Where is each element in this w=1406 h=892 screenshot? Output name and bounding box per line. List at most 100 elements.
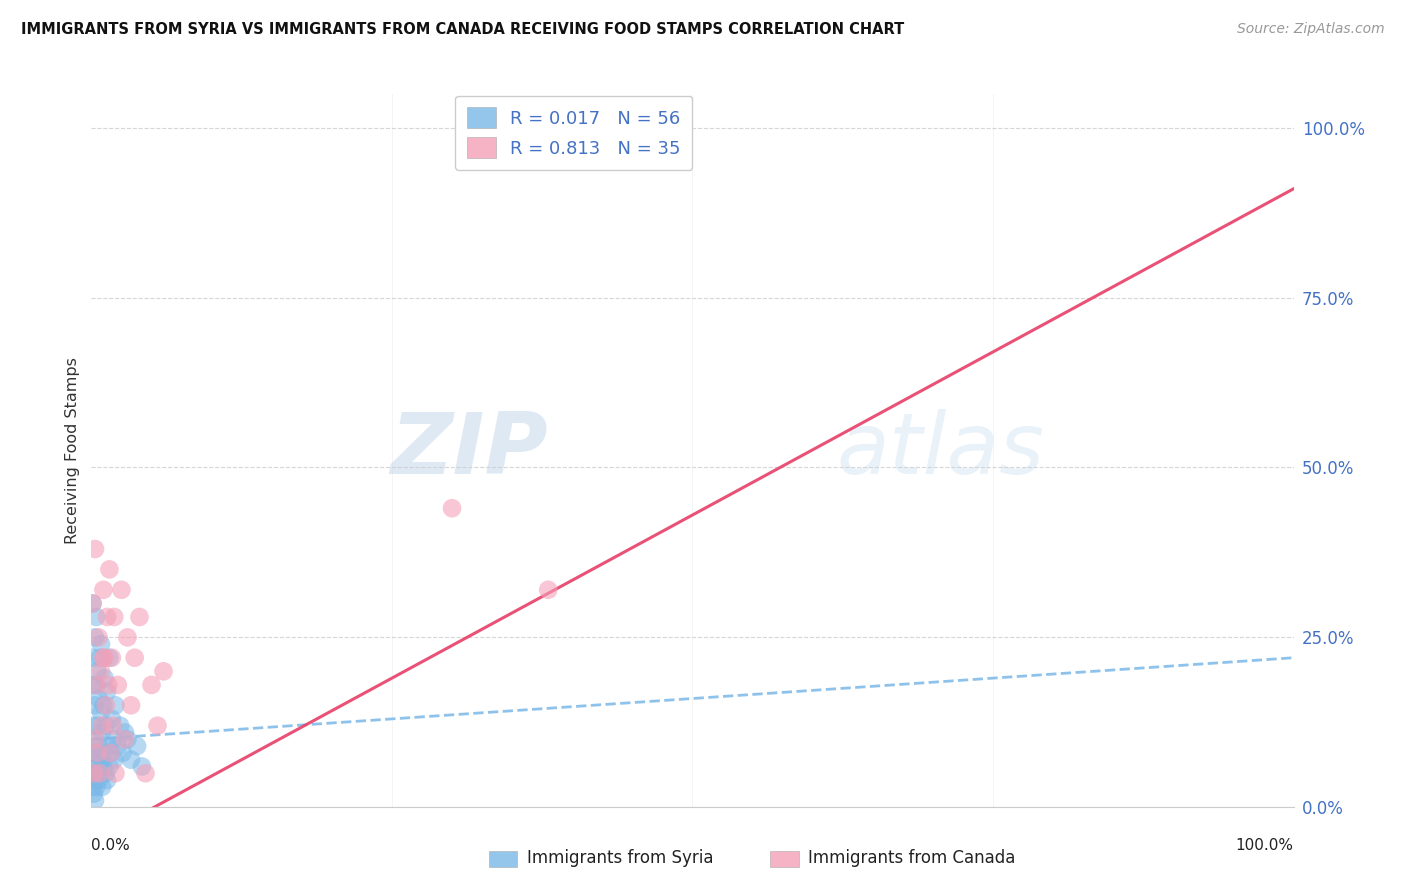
Point	[84, 793, 107, 807]
Point	[117, 732, 139, 747]
Point	[87, 691, 110, 706]
Point	[80, 746, 103, 760]
Point	[84, 678, 107, 692]
Point	[93, 746, 115, 760]
Point	[90, 665, 112, 679]
Point	[83, 753, 105, 767]
Text: 100.0%: 100.0%	[1236, 838, 1294, 853]
Point	[83, 787, 105, 801]
Point	[131, 759, 153, 773]
Text: IMMIGRANTS FROM SYRIA VS IMMIGRANTS FROM CANADA RECEIVING FOOD STAMPS CORRELATIO: IMMIGRANTS FROM SYRIA VS IMMIGRANTS FROM…	[21, 22, 904, 37]
Point	[84, 678, 107, 692]
Point	[90, 753, 112, 767]
Point	[82, 766, 104, 780]
Point	[103, 753, 125, 767]
Point	[141, 678, 163, 692]
Point	[93, 671, 115, 685]
Point	[90, 705, 112, 719]
Point	[89, 766, 111, 780]
Point	[100, 746, 122, 760]
Point	[110, 582, 132, 597]
Point	[97, 678, 120, 692]
Point	[89, 650, 111, 665]
Point	[104, 698, 127, 713]
Point	[103, 610, 125, 624]
Point	[98, 650, 121, 665]
Point	[146, 719, 169, 733]
Point	[117, 631, 139, 645]
Y-axis label: Receiving Food Stamps: Receiving Food Stamps	[65, 357, 80, 544]
Point	[134, 766, 156, 780]
Point	[93, 698, 115, 713]
Point	[101, 712, 124, 726]
Text: Source: ZipAtlas.com: Source: ZipAtlas.com	[1237, 22, 1385, 37]
Point	[107, 739, 129, 753]
Point	[87, 739, 110, 753]
Point	[114, 732, 136, 747]
Point	[82, 650, 104, 665]
Point	[84, 541, 107, 556]
Point	[83, 678, 105, 692]
Point	[110, 719, 132, 733]
Point	[84, 732, 107, 747]
Point	[94, 766, 117, 780]
Point	[89, 766, 111, 780]
Point	[96, 684, 118, 698]
Legend: R = 0.017   N = 56, R = 0.813   N = 35: R = 0.017 N = 56, R = 0.813 N = 35	[456, 95, 692, 169]
Text: Immigrants from Canada: Immigrants from Canada	[808, 849, 1015, 867]
Point	[82, 596, 104, 610]
Point	[98, 562, 121, 576]
Point	[90, 637, 112, 651]
Point	[152, 665, 174, 679]
Point	[101, 719, 124, 733]
Point	[87, 631, 110, 645]
Point	[120, 753, 142, 767]
Point	[86, 719, 108, 733]
Point	[86, 746, 108, 760]
Point	[101, 650, 124, 665]
Point	[101, 732, 124, 747]
Point	[120, 698, 142, 713]
Text: 0.0%: 0.0%	[91, 838, 131, 853]
Text: Immigrants from Syria: Immigrants from Syria	[527, 849, 714, 867]
Point	[82, 719, 104, 733]
Text: atlas: atlas	[837, 409, 1045, 492]
Point	[111, 746, 134, 760]
Point	[440, 501, 463, 516]
Point	[83, 766, 105, 780]
Point	[84, 610, 107, 624]
Point	[94, 719, 117, 733]
Point	[107, 678, 129, 692]
Point	[128, 610, 150, 624]
Point	[94, 698, 117, 713]
Point	[96, 610, 118, 624]
Point	[82, 780, 104, 794]
Point	[84, 631, 107, 645]
Point	[100, 746, 122, 760]
Point	[84, 746, 107, 760]
Point	[93, 759, 115, 773]
Point	[96, 773, 118, 788]
Point	[97, 739, 120, 753]
Point	[125, 739, 148, 753]
Point	[91, 780, 114, 794]
Point	[537, 582, 560, 597]
Point	[124, 650, 146, 665]
Point	[84, 780, 107, 794]
Point	[114, 725, 136, 739]
Point	[82, 596, 104, 610]
Point	[91, 725, 114, 739]
Point	[84, 698, 107, 713]
Point	[86, 759, 108, 773]
Point	[93, 650, 115, 665]
Point	[104, 766, 127, 780]
Text: ZIP: ZIP	[391, 409, 548, 492]
Point	[84, 732, 107, 747]
Point	[83, 773, 105, 788]
Point	[93, 650, 115, 665]
Point	[84, 766, 107, 780]
Point	[86, 665, 108, 679]
Point	[98, 759, 121, 773]
Point	[91, 719, 114, 733]
Point	[87, 773, 110, 788]
